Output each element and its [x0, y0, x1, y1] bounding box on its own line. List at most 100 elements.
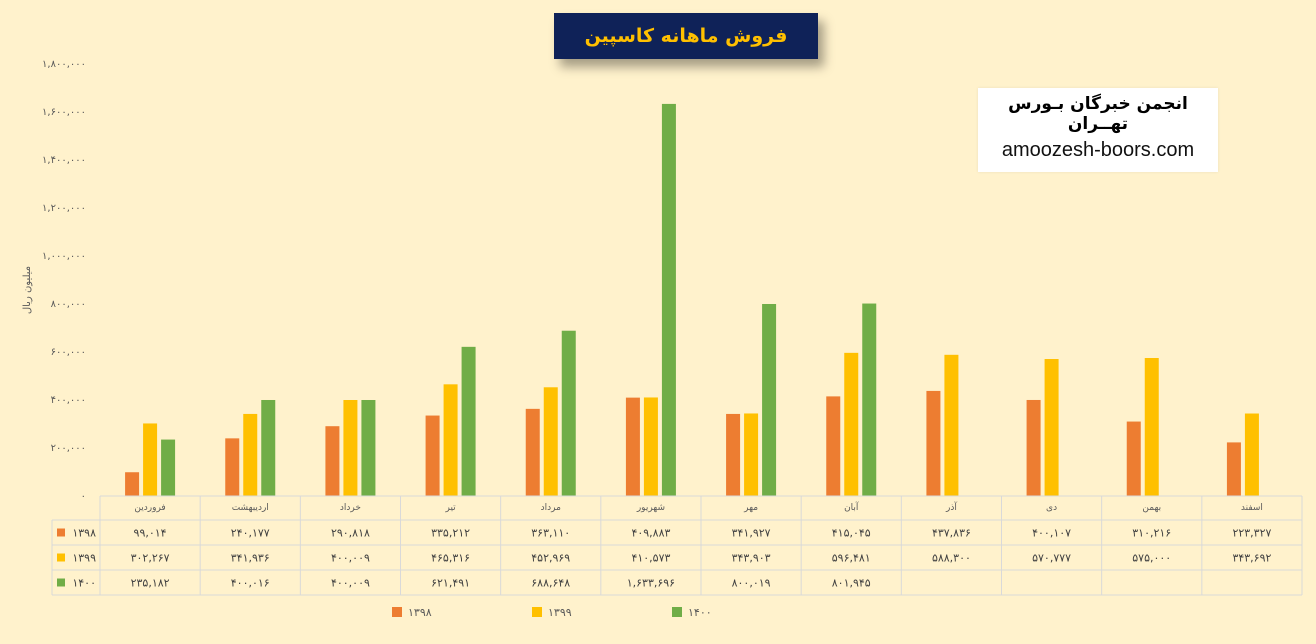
- table-cell: ۴۰۹,۸۸۳: [631, 527, 670, 540]
- bar-2-12: [1244, 413, 1259, 496]
- table-cell: ۳۱۰,۲۱۶: [1132, 527, 1171, 540]
- table-cell: ۴۱۵,۰۴۵: [832, 527, 871, 540]
- bar-3-1: [161, 439, 176, 496]
- table-cell: ۴۰۰,۰۰۹: [331, 577, 370, 590]
- category-label: فروردین: [134, 503, 165, 513]
- bar-3-5: [561, 330, 576, 496]
- table-cell: ۳۳۵,۲۱۲: [431, 527, 470, 540]
- table-legend-key: [57, 553, 65, 562]
- table-legend-key: [57, 528, 65, 537]
- table-series-name: ۱۳۹۸: [72, 527, 96, 540]
- bar-2-9: [944, 354, 959, 496]
- table-cell: ۲۲۳,۳۲۷: [1232, 527, 1271, 540]
- category-label: آبان: [844, 501, 859, 513]
- bar-1-5: [525, 408, 540, 496]
- table-series-name: ۱۳۹۹: [72, 552, 96, 565]
- category-label: اسفند: [1241, 503, 1263, 513]
- bar-3-8: [862, 303, 877, 496]
- y-tick-label: ۱,۴۰۰,۰۰۰: [42, 155, 86, 166]
- y-tick-label: ۰: [81, 491, 86, 502]
- table-cell: ۴۳۷,۸۳۶: [932, 527, 971, 540]
- bar-2-5: [543, 387, 558, 496]
- bar-2-10: [1044, 359, 1059, 496]
- bar-2-11: [1144, 358, 1159, 496]
- bar-1-8: [826, 396, 841, 496]
- bar-3-6: [661, 103, 676, 496]
- bar-1-12: [1226, 442, 1241, 496]
- bar-2-8: [844, 352, 859, 496]
- bar-1-10: [1026, 399, 1041, 496]
- table-cell: ۳۴۳,۹۰۳: [732, 552, 771, 565]
- legend: ۱۳۹۸ ۱۳۹۹ ۱۴۰۰: [392, 606, 712, 619]
- table-cell: ۵۹۶,۴۸۱: [832, 552, 871, 565]
- bar-2-3: [343, 399, 358, 496]
- legend-key-3: [672, 607, 682, 617]
- category-label: شهریور: [636, 503, 665, 513]
- category-label: دی: [1046, 503, 1057, 513]
- bar-3-7: [762, 303, 777, 496]
- bar-3-3: [361, 399, 376, 496]
- category-label: آذر: [945, 501, 957, 513]
- bar-1-2: [225, 438, 240, 496]
- legend-label-1: ۱۳۹۸: [408, 606, 432, 619]
- y-tick-label: ۱,۸۰۰,۰۰۰: [42, 59, 86, 70]
- y-axis-label: میلیون ریال: [22, 266, 33, 314]
- y-axis: ۰ ۲۰۰,۰۰۰ ۴۰۰,۰۰۰ ۶۰۰,۰۰۰ ۸۰۰,۰۰۰ ۱,۰۰۰,۰۰۰ ۱,…: [42, 59, 86, 502]
- y-tick-label: ۱,۶۰۰,۰۰۰: [42, 107, 86, 118]
- y-tick-label: ۲۰۰,۰۰۰: [51, 443, 86, 454]
- table-cell: ۹۹,۰۱۴: [134, 527, 167, 540]
- table-cell: ۴۶۵,۳۱۶: [431, 552, 470, 565]
- y-tick-label: ۱,۰۰۰,۰۰۰: [42, 251, 86, 262]
- bar-1-3: [325, 426, 340, 496]
- table-cell: ۲۹۰,۸۱۸: [331, 527, 370, 540]
- bar-1-11: [1126, 421, 1141, 496]
- table-cell: ۲۴۰,۱۷۷: [231, 527, 270, 540]
- table-cell: ۵۷۰,۷۷۷: [1032, 552, 1071, 565]
- y-tick-label: ۸۰۰,۰۰۰: [51, 299, 86, 310]
- table-cell: ۴۵۲,۹۶۹: [531, 552, 570, 565]
- data-table: فروردین اردیبهشت خرداد تیر مرداد شهریور مهر آبا…: [51, 495, 1303, 596]
- table-cell: ۱,۶۳۳,۶۹۶: [627, 577, 675, 590]
- bar-1-7: [726, 413, 741, 496]
- table-cell: ۵۸۸,۳۰۰: [932, 552, 971, 565]
- table-cell: ۳۴۳,۶۹۲: [1232, 552, 1271, 565]
- table-cell: ۲۳۵,۱۸۲: [131, 577, 170, 590]
- category-label: اردیبهشت: [232, 503, 269, 513]
- bar-2-4: [443, 384, 458, 496]
- chart-title: فروش ماهانه کاسپین: [554, 13, 818, 59]
- category-label: بهمن: [1142, 503, 1161, 513]
- table-cell: ۳۴۱,۹۳۶: [231, 552, 270, 565]
- watermark-box: انجمن خبرگان بـورس تهــران amoozesh-boor…: [978, 88, 1218, 172]
- bar-2-7: [744, 413, 759, 496]
- table-cell: ۵۷۵,۰۰۰: [1132, 552, 1171, 565]
- table-cell: ۴۰۰,۰۱۶: [231, 577, 270, 590]
- bars-group: [125, 103, 1259, 496]
- table-cell: ۳۰۲,۲۶۷: [131, 552, 170, 565]
- bar-1-1: [125, 472, 140, 496]
- table-cell: ۴۰۰,۰۰۹: [331, 552, 370, 565]
- y-tick-label: ۶۰۰,۰۰۰: [51, 347, 86, 358]
- table-cell: ۴۱۰,۵۷۳: [631, 552, 670, 565]
- table-cell: ۸۰۰,۰۱۹: [732, 577, 771, 590]
- y-tick-label: ۱,۲۰۰,۰۰۰: [42, 203, 86, 214]
- category-label: تیر: [444, 503, 456, 513]
- table-legend-key: [57, 578, 65, 587]
- y-tick-label: ۴۰۰,۰۰۰: [51, 395, 86, 406]
- category-label: مرداد: [541, 503, 561, 513]
- bar-1-6: [625, 397, 640, 496]
- table-series-name: ۱۴۰۰: [72, 577, 96, 590]
- table-cell: ۴۰۰,۱۰۷: [1032, 527, 1071, 540]
- bar-2-2: [243, 413, 258, 496]
- bar-2-6: [643, 397, 658, 496]
- watermark-url: amoozesh-boors.com: [1001, 139, 1195, 161]
- bar-3-2: [261, 399, 276, 496]
- legend-key-2: [532, 607, 542, 617]
- bar-2-1: [143, 423, 158, 496]
- bar-1-4: [425, 415, 440, 496]
- table-cell: ۶۲۱,۴۹۱: [431, 577, 470, 590]
- table-cell: ۳۶۳,۱۱۰: [531, 527, 570, 540]
- bar-1-9: [926, 390, 941, 496]
- legend-key-1: [392, 607, 402, 617]
- table-cell: ۶۸۸,۶۴۸: [531, 577, 570, 590]
